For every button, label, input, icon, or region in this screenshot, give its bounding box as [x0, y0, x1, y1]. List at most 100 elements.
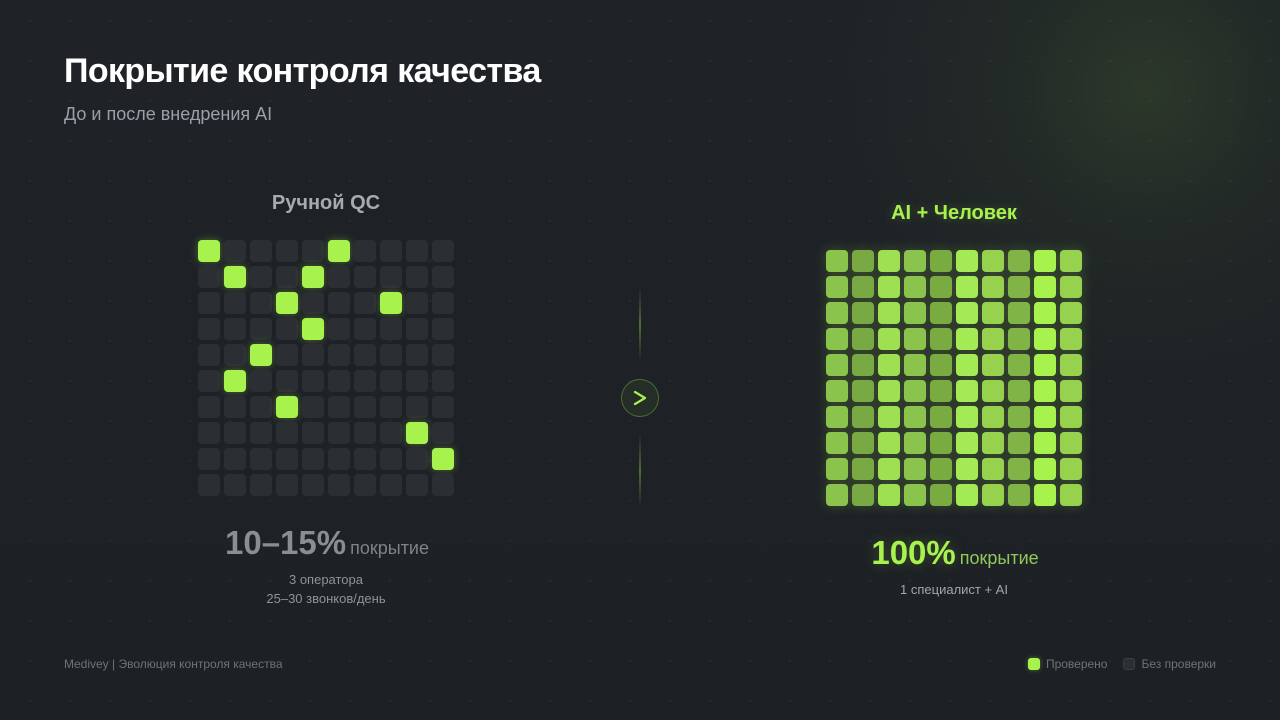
grid-cell-checked [1034, 432, 1056, 454]
grid-cell-unchecked [302, 370, 324, 392]
grid-cell-checked [826, 250, 848, 272]
grid-cell-unchecked [302, 292, 324, 314]
grid-cell-checked [1008, 458, 1030, 480]
grid-cell-checked [956, 406, 978, 428]
grid-cell-unchecked [354, 318, 376, 340]
grid-cell-checked [1060, 250, 1082, 272]
grid-cell-unchecked [354, 448, 376, 470]
grid-cell-checked [930, 432, 952, 454]
grid-cell-unchecked [328, 448, 350, 470]
grid-cell-unchecked [276, 448, 298, 470]
grid-cell-unchecked [276, 422, 298, 444]
grid-cell-checked [982, 354, 1004, 376]
grid-cell-checked [904, 380, 926, 402]
grid-cell-checked [904, 484, 926, 506]
grid-cell-checked [956, 250, 978, 272]
grid-cell-unchecked [432, 240, 454, 262]
grid-cell-unchecked [328, 474, 350, 496]
grid-cell-checked [1008, 380, 1030, 402]
grid-cell-unchecked [198, 344, 220, 366]
grid-cell-checked [1008, 250, 1030, 272]
grid-cell-checked [904, 276, 926, 298]
grid-cell-checked [826, 380, 848, 402]
grid-cell-checked [956, 484, 978, 506]
ai-human-grid [826, 250, 1082, 506]
grid-cell-checked [852, 406, 874, 428]
grid-cell-checked [930, 354, 952, 376]
grid-cell-checked [878, 432, 900, 454]
grid-cell-unchecked [250, 292, 272, 314]
grid-cell-checked [302, 318, 324, 340]
manual-qc-grid [198, 240, 454, 496]
grid-cell-checked [1034, 458, 1056, 480]
grid-cell-unchecked [276, 370, 298, 392]
grid-cell-unchecked [380, 240, 402, 262]
grid-cell-checked [1060, 354, 1082, 376]
grid-cell-checked [904, 354, 926, 376]
grid-cell-unchecked [406, 370, 428, 392]
grid-cell-unchecked [198, 318, 220, 340]
grid-cell-checked [956, 354, 978, 376]
ai-human-coverage-value: 100% [871, 534, 956, 571]
grid-cell-unchecked [328, 292, 350, 314]
manual-qc-operators: 3 оператора [288, 572, 363, 587]
grid-cell-checked [1034, 328, 1056, 350]
grid-cell-unchecked [354, 370, 376, 392]
grid-cell-checked [904, 432, 926, 454]
grid-cell-checked [302, 266, 324, 288]
grid-cell-checked [878, 276, 900, 298]
ai-human-stat: 100% покрытие [755, 534, 1155, 572]
grid-cell-checked [878, 250, 900, 272]
grid-cell-checked [956, 328, 978, 350]
grid-cell-checked [930, 250, 952, 272]
grid-cell-checked [406, 422, 428, 444]
grid-cell-checked [852, 354, 874, 376]
grid-cell-unchecked [198, 422, 220, 444]
grid-cell-checked [982, 250, 1004, 272]
grid-cell-unchecked [380, 422, 402, 444]
grid-cell-checked [276, 396, 298, 418]
grid-cell-unchecked [328, 318, 350, 340]
grid-cell-checked [982, 458, 1004, 480]
grid-cell-checked [878, 354, 900, 376]
grid-cell-unchecked [250, 266, 272, 288]
grid-cell-unchecked [328, 422, 350, 444]
arrow-circle [621, 379, 659, 417]
grid-cell-checked [904, 458, 926, 480]
legend-item-checked: Проверено [1027, 657, 1107, 671]
legend-item-unchecked: Без проверки [1123, 657, 1216, 671]
manual-qc-coverage-value: 10–15% [225, 524, 347, 561]
grid-cell-unchecked [328, 344, 350, 366]
grid-cell-unchecked [406, 292, 428, 314]
grid-cell-unchecked [250, 240, 272, 262]
grid-cell-unchecked [432, 474, 454, 496]
manual-qc-note: 3 оператора 25–30 звонков/день [176, 570, 476, 608]
manual-qc-title: Ручной QC [271, 192, 381, 214]
grid-cell-checked [878, 406, 900, 428]
grid-cell-unchecked [354, 422, 376, 444]
grid-cell-checked [904, 250, 926, 272]
grid-cell-checked [826, 484, 848, 506]
grid-cell-checked [1060, 484, 1082, 506]
grid-cell-checked [956, 432, 978, 454]
grid-cell-unchecked [354, 292, 376, 314]
grid-cell-checked [1034, 250, 1056, 272]
grid-cell-unchecked [224, 344, 246, 366]
grid-cell-checked [1060, 328, 1082, 350]
grid-cell-checked [956, 302, 978, 324]
grid-cell-unchecked [198, 370, 220, 392]
grid-cell-checked [878, 458, 900, 480]
grid-cell-checked [1034, 302, 1056, 324]
grid-cell-checked [1008, 432, 1030, 454]
grid-cell-unchecked [354, 240, 376, 262]
grid-cell-unchecked [432, 422, 454, 444]
grid-cell-unchecked [380, 396, 402, 418]
grid-cell-unchecked [354, 396, 376, 418]
page-title: Покрытие контроля качества [64, 52, 541, 90]
grid-cell-checked [1034, 484, 1056, 506]
grid-cell-unchecked [224, 318, 246, 340]
grid-cell-unchecked [224, 396, 246, 418]
grid-cell-checked [956, 276, 978, 298]
grid-cell-unchecked [432, 266, 454, 288]
grid-cell-unchecked [302, 448, 324, 470]
